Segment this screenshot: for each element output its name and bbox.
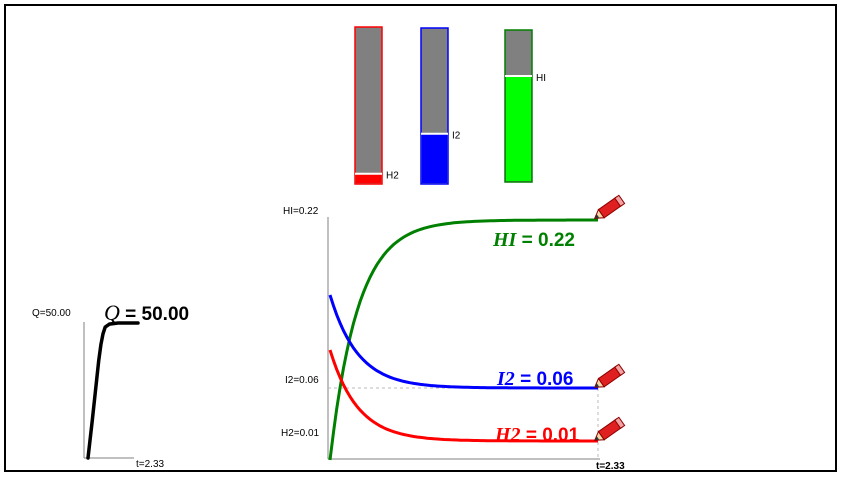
pencil-icon[interactable]: [592, 416, 626, 444]
conc-y-label-h2: H2=0.01: [281, 428, 320, 439]
q-x-label: t=2.33: [136, 459, 165, 470]
curve-i2: [328, 294, 598, 390]
readout-i2-symbol: I2: [496, 368, 515, 390]
conc-x-label: t=2.33: [596, 461, 625, 472]
bar-h2: H2: [354, 26, 399, 185]
bar-hi: HI: [504, 29, 546, 183]
bar-i2-label: I2: [452, 131, 461, 142]
q-y-label: Q=50.00: [32, 308, 71, 319]
bar-i2: I2: [420, 27, 461, 185]
readout-i2: I2 = 0.06: [496, 368, 573, 390]
concentration-chart: HI=0.22 I2=0.06 H2=0.01 t=2.33 HI = 0.22…: [281, 194, 626, 472]
bar-i2-fill: [422, 133, 447, 183]
q-readout: Q = 50.00: [104, 300, 189, 325]
conc-y-label-i2: I2=0.06: [285, 375, 319, 386]
readout-h2: H2 = 0.01: [494, 424, 580, 446]
bar-h2-frame: [354, 26, 383, 185]
q-chart: Q=50.00 t=2.33 Q = 50.00: [32, 300, 189, 470]
bar-hi-fill: [506, 76, 531, 181]
pencil-icon[interactable]: [592, 363, 626, 391]
readout-h2-symbol: H2: [494, 424, 521, 446]
bar-hi-label: HI: [536, 73, 546, 84]
conc-y-label-hi: HI=0.22: [283, 206, 319, 217]
q-curve: [86, 321, 140, 460]
pencil-icon[interactable]: [592, 194, 626, 222]
readout-hi-symbol: HI: [492, 229, 518, 251]
q-value: = 50.00: [120, 304, 189, 325]
curve-hi: [328, 218, 598, 461]
readout-h2-value: = 0.01: [521, 425, 580, 446]
curve-h2: [328, 349, 598, 443]
readout-i2-value: = 0.06: [515, 369, 574, 390]
readout-hi: HI = 0.22: [492, 229, 575, 251]
readout-hi-value: = 0.22: [516, 230, 575, 251]
bar-h2-label: H2: [386, 171, 399, 182]
bar-h2-fill: [356, 173, 381, 183]
q-symbol: Q: [104, 300, 120, 325]
